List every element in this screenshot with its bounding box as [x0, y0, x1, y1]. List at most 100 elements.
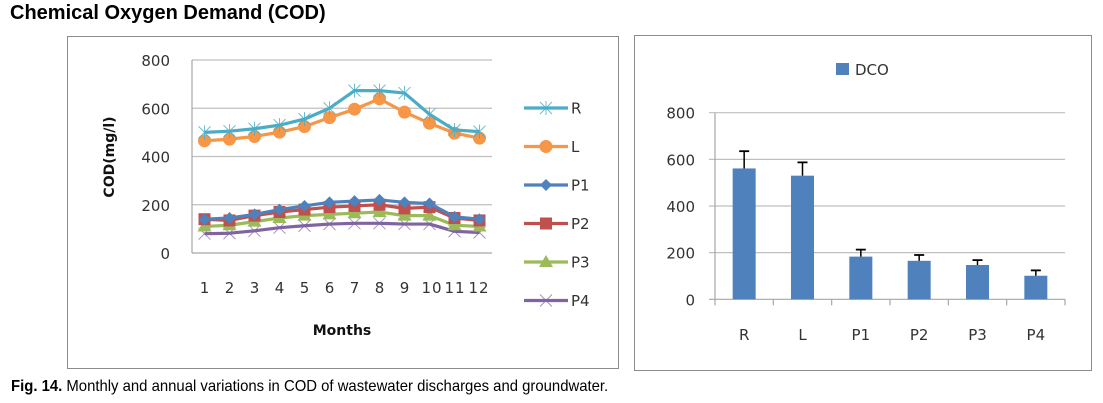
- data-point-P4: [248, 224, 261, 238]
- series-line-P1: [204, 198, 480, 221]
- data-point-L: [373, 92, 386, 106]
- data-point-P3: [372, 204, 387, 217]
- data-point-R: [273, 118, 286, 133]
- legend-label-DCO: DCO: [855, 61, 889, 79]
- data-point-P1-shape: [298, 199, 311, 212]
- data-point-P1-shape: [223, 212, 236, 225]
- legend-marker-R: [539, 101, 553, 115]
- data-point-R-shape: [348, 83, 361, 98]
- x-tick-label: 10: [422, 279, 442, 297]
- bar-x-tick-label: L: [798, 326, 807, 344]
- y-tick-label: 800: [141, 52, 170, 70]
- x-tick-label: 11: [445, 279, 465, 297]
- data-point-P1-shape: [373, 193, 386, 206]
- bar-P3: [966, 265, 989, 300]
- data-point-R-shape: [473, 124, 486, 139]
- data-point-R-shape: [323, 101, 336, 116]
- data-point-R: [423, 107, 436, 122]
- data-point-L-shape: [198, 134, 211, 148]
- data-point-P3: [397, 208, 412, 221]
- data-point-P1-shape: [448, 210, 461, 223]
- data-point-R-shape: [223, 124, 236, 139]
- data-point-P1-shape: [423, 197, 436, 210]
- bar-y-tick-label: 0: [685, 291, 695, 309]
- x-tick-label: 8: [375, 279, 385, 297]
- caption-label: Fig. 14.: [11, 378, 63, 395]
- caption-text: Monthly and annual variations in COD of …: [62, 378, 609, 395]
- data-point-R: [473, 124, 486, 139]
- data-point-P1-shape: [323, 196, 336, 209]
- legend-label-L: L: [571, 138, 580, 156]
- data-point-P4: [373, 216, 386, 230]
- data-point-P1: [398, 196, 411, 209]
- data-point-L-shape: [348, 102, 361, 116]
- legend-marker-P3-shape: [539, 255, 553, 267]
- data-point-P1: [298, 199, 311, 212]
- bar-R: [732, 168, 756, 300]
- y-axis-title: COD(mg/l): [102, 116, 118, 197]
- legend-marker-P1-shape: [540, 179, 552, 191]
- legend-marker-P2: [540, 217, 552, 230]
- data-point-P2-shape: [398, 202, 411, 215]
- data-point-P4-shape: [248, 224, 261, 238]
- bar-y-tick-label: 600: [666, 151, 695, 169]
- data-point-P1-shape: [248, 208, 261, 221]
- data-point-P2: [398, 202, 411, 215]
- data-point-P3: [422, 208, 437, 221]
- data-point-R-shape: [248, 121, 261, 136]
- data-point-P4: [273, 221, 286, 235]
- data-point-R: [223, 124, 236, 139]
- series-line-P4: [204, 221, 480, 236]
- data-point-P3: [197, 219, 212, 232]
- data-point-P3-shape: [422, 208, 437, 221]
- data-point-L: [323, 111, 336, 125]
- bar-y-tick-label: 200: [666, 245, 695, 263]
- data-point-P1: [423, 197, 436, 210]
- data-point-L: [223, 132, 236, 146]
- legend-label-R: R: [571, 100, 581, 118]
- bar-L: [791, 175, 814, 300]
- data-point-R: [298, 112, 311, 127]
- bar-chart-frame: [634, 35, 1092, 371]
- figure-caption: Fig. 14. Monthly and annual variations i…: [11, 378, 608, 396]
- data-point-L-shape: [323, 111, 336, 125]
- x-tick-label: 12: [469, 279, 489, 297]
- bar-y-tick-label: 800: [666, 105, 695, 123]
- legend-marker-P2-shape: [540, 217, 552, 230]
- data-point-L-shape: [248, 129, 261, 143]
- data-point-L: [398, 105, 411, 119]
- data-point-P4-shape: [373, 216, 386, 230]
- data-point-P3-shape: [197, 219, 212, 232]
- data-point-P1-shape: [398, 196, 411, 209]
- data-point-P3-shape: [397, 208, 412, 221]
- data-point-P1-shape: [348, 195, 361, 208]
- data-point-R: [448, 122, 461, 137]
- data-point-R: [198, 125, 211, 140]
- data-point-L: [423, 116, 436, 130]
- data-point-P1: [248, 208, 261, 221]
- data-point-P1: [348, 195, 361, 208]
- x-tick-label: 6: [325, 279, 335, 297]
- data-point-P4: [348, 216, 361, 230]
- y-tick-label: 400: [141, 149, 170, 167]
- bar-y-tick-label: 400: [666, 198, 695, 216]
- data-point-P3: [347, 206, 362, 219]
- data-point-P1-shape: [198, 213, 211, 226]
- data-point-L: [298, 120, 311, 134]
- legend-marker-P3: [539, 255, 553, 267]
- x-tick-label: 7: [350, 279, 360, 297]
- data-point-P4-shape: [298, 219, 311, 233]
- bar-P2: [907, 260, 931, 300]
- data-point-L: [198, 134, 211, 148]
- legend-marker-L-shape: [539, 140, 553, 153]
- data-point-R: [398, 86, 411, 101]
- data-point-L: [248, 129, 261, 143]
- data-point-P1: [373, 193, 386, 206]
- data-point-R: [323, 101, 336, 116]
- data-point-P3-shape: [447, 218, 462, 231]
- data-point-P3: [322, 207, 337, 220]
- data-point-L-shape: [423, 116, 436, 130]
- bar-x-tick-label: P2: [910, 326, 929, 344]
- x-tick-label: 1: [200, 279, 210, 297]
- data-point-P4-shape: [323, 217, 336, 231]
